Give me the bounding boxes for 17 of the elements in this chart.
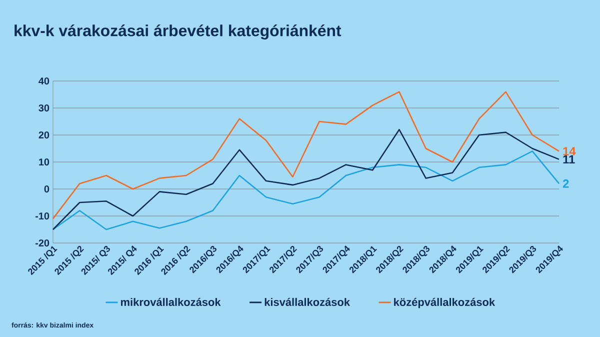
- y-tick-label: 30: [38, 104, 50, 112]
- line-series: [52, 91, 560, 220]
- line-series: [52, 128, 560, 230]
- legend-label: mikrovállalkozások: [120, 298, 221, 306]
- legend-label: kisvállalkozások: [264, 298, 350, 306]
- data-label: 14: [563, 147, 576, 156]
- y-tick-label: 40: [38, 77, 50, 85]
- chart-title: kkv-k várakozásai árbevétel kategóriánként: [14, 24, 342, 40]
- y-tick-label: 0: [44, 185, 50, 193]
- data-label: 2: [562, 179, 569, 188]
- y-tick-label: 20: [38, 131, 50, 139]
- legend-label: középvállalkozások: [394, 298, 496, 308]
- line-series: [52, 150, 560, 230]
- y-tick-label: -20: [35, 239, 50, 247]
- data-label: 11: [563, 155, 575, 164]
- y-tick-label: -10: [35, 212, 50, 220]
- y-tick-label: 10: [39, 158, 50, 166]
